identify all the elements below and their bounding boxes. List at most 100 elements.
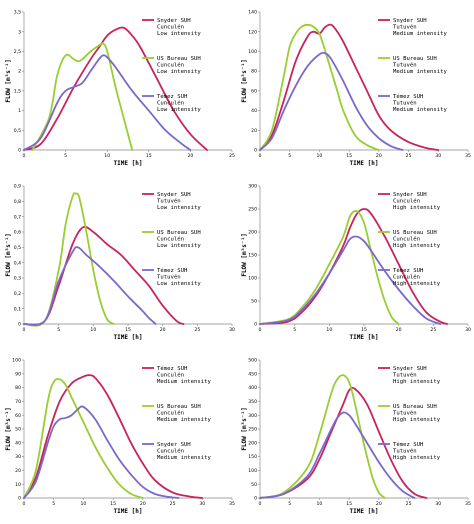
legend-label: Témez SUH Tutuvén High intensity <box>393 441 441 461</box>
y-tick-label: 60 <box>15 413 21 419</box>
y-axis-title: FLOW [m³s⁻¹] <box>241 59 248 102</box>
x-tick-label: 20 <box>187 153 193 159</box>
series-line-usbureau <box>259 374 386 499</box>
y-tick-label: 20 <box>15 468 21 474</box>
legend-label: Snyder SUH Tutuvén Medium intensity <box>393 18 448 37</box>
chart-svg: 0 20 40 60 80 100 120 140 0 5 10 15 20 25 30 35 TIME [h]… <box>241 10 471 167</box>
y-tick-label: 60 <box>251 88 257 94</box>
x-tick-label: 30 <box>435 153 441 159</box>
y-tick-label: 0,8 <box>14 199 21 205</box>
y-tick-label: 50 <box>251 299 257 305</box>
y-tick-label: 300 <box>248 413 257 419</box>
legend-label: US Bureau SUH Cunculén Low intensity <box>157 230 201 249</box>
y-tick-label: 1,5 <box>14 88 21 94</box>
chart-svg: 0 50 100 150 200 250 300 0 5 10 15 20 25 30 TIME [h] FL… <box>241 184 471 341</box>
x-tick-label: 30 <box>465 327 471 333</box>
y-axis-title: FLOW [m³s⁻¹] <box>5 407 12 450</box>
y-tick-label: 50 <box>251 482 257 488</box>
legend-label: US Bureau SUH Cunculén High intensity <box>393 230 441 249</box>
chart-panel-1: 0 0,5 1 1,5 2 2,5 3 3,5 0 5 10 15 20 25 TIME [h] FLOW [… <box>4 2 236 172</box>
series-line-usbureau <box>31 42 134 151</box>
x-tick-label: 5 <box>288 501 291 507</box>
chart-svg: 0 50 100 150 200 250 300 350 400 450 500 0 5 10 15 20 25… <box>241 358 471 515</box>
x-tick-label: 5 <box>288 153 291 159</box>
y-tick-label: 450 <box>248 371 257 377</box>
legend-label: US Bureau SUH Cunculén Low intensity <box>157 56 201 75</box>
x-tick-label: 10 <box>316 153 322 159</box>
y-tick-label: 40 <box>15 440 21 446</box>
y-tick-label: 10 <box>15 482 21 488</box>
x-tick-label: 10 <box>104 153 110 159</box>
series-line-usbureau <box>23 378 144 499</box>
chart-panel-6: 0 50 100 150 200 250 300 350 400 450 500 0 5 10 15 20 25… <box>240 350 472 520</box>
legend-label: Snyder SUH Cunculén High intensity <box>393 192 441 211</box>
y-tick-label: 30 <box>15 454 21 460</box>
y-tick-label: 0,5 <box>14 128 21 134</box>
legend-label: Témez SUH Cunculén High intensity <box>393 267 441 287</box>
series-line-temez <box>23 54 192 151</box>
x-tick-label: 35 <box>229 501 235 507</box>
x-tick-label: 0 <box>23 327 26 333</box>
x-tick-label: 25 <box>229 153 235 159</box>
y-tick-label: 90 <box>15 371 21 377</box>
x-tick-label: 25 <box>406 153 412 159</box>
chart-panel-4: 0 50 100 150 200 250 300 0 5 10 15 20 25 30 TIME [h] FL… <box>240 176 472 346</box>
x-tick-label: 15 <box>361 327 367 333</box>
x-tick-label: 5 <box>64 153 67 159</box>
y-tick-label: 3 <box>18 29 21 35</box>
legend-label: Témez SUH Tutuvén Low intensity <box>157 267 201 287</box>
y-axis-title: FLOW [m³s⁻¹] <box>5 59 12 102</box>
y-axis-title: FLOW [m³s⁻¹] <box>241 407 248 450</box>
x-tick-label: 20 <box>376 153 382 159</box>
y-tick-label: 0 <box>254 496 257 502</box>
x-tick-label: 5 <box>293 327 296 333</box>
x-tick-label: 15 <box>110 501 116 507</box>
y-tick-label: 1 <box>18 108 21 114</box>
x-tick-label: 20 <box>396 327 402 333</box>
y-tick-label: 0,2 <box>14 291 21 297</box>
x-axis-title: TIME [h] <box>350 160 379 167</box>
y-tick-label: 0 <box>18 148 21 154</box>
x-tick-label: 0 <box>259 153 262 159</box>
x-axis-title: TIME [h] <box>350 508 379 515</box>
x-axis-title: TIME [h] <box>350 334 379 341</box>
legend-label: US Bureau SUH Tutuvén Medium intensity <box>393 56 448 75</box>
y-tick-label: 100 <box>248 276 257 282</box>
y-tick-label: 140 <box>248 10 257 16</box>
y-tick-label: 2,5 <box>14 49 21 55</box>
legend-label: Snyder SUH Cunculén Low intensity <box>157 18 201 37</box>
x-tick-label: 35 <box>465 501 471 507</box>
x-tick-label: 5 <box>52 501 55 507</box>
x-tick-label: 0 <box>23 153 26 159</box>
legend-label: Snyder SUH Cunculén Medium intensity <box>157 442 212 461</box>
legend-label: Témez SUH Tutuvén Medium intensity <box>393 93 448 113</box>
chart-panel-3: 0 0,1 0,2 0,3 0,4 0,5 0,6 0,7 0,8 0,9 0 5 10 15 20 25 30… <box>4 176 236 346</box>
series-line-snyder <box>23 374 204 499</box>
x-tick-label: 25 <box>406 501 412 507</box>
y-tick-label: 0,6 <box>14 230 21 236</box>
y-tick-label: 100 <box>248 49 257 55</box>
x-tick-label: 35 <box>465 153 471 159</box>
x-tick-label: 30 <box>229 327 235 333</box>
legend-label: US Bureau SUH Tutuvén High intensity <box>393 404 441 423</box>
series-line-snyder <box>23 225 185 326</box>
series-line-snyder <box>259 23 440 151</box>
y-tick-label: 0,9 <box>14 184 21 190</box>
legend-label: US Bureau SUH Cunculén Medium intensity <box>157 404 212 423</box>
x-tick-label: 30 <box>435 501 441 507</box>
series-line-temez <box>259 51 404 151</box>
x-tick-label: 25 <box>430 327 436 333</box>
y-tick-label: 70 <box>15 399 21 405</box>
x-tick-label: 20 <box>140 501 146 507</box>
series-line-snyder <box>23 26 208 151</box>
y-tick-label: 200 <box>248 230 257 236</box>
legend-label: Snyder SUH Tutuvén Low intensity <box>157 192 201 211</box>
series-line-snyder <box>259 208 449 325</box>
series-line-temez <box>259 411 416 499</box>
y-tick-label: 0 <box>254 322 257 328</box>
x-tick-label: 10 <box>316 501 322 507</box>
y-tick-label: 200 <box>248 440 257 446</box>
y-tick-label: 100 <box>248 468 257 474</box>
legend-label: Témez SUH Cunculén Medium intensity <box>157 365 212 385</box>
x-tick-label: 10 <box>326 327 332 333</box>
